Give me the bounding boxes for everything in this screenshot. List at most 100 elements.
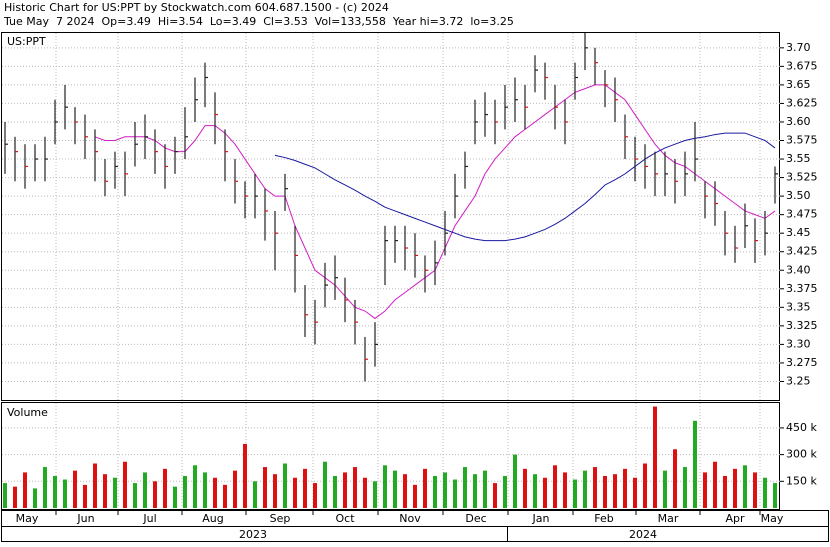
- volume-bar: [233, 470, 237, 508]
- month-label: Nov: [399, 512, 421, 525]
- y-tick-label: 3.50: [786, 189, 811, 202]
- month-label: Oct: [335, 512, 355, 525]
- volume-bar: [183, 475, 187, 508]
- month-label: Dec: [465, 512, 486, 525]
- volume-bar: [443, 472, 447, 508]
- volume-bar: [253, 481, 257, 508]
- y-tick-label: 3.25: [786, 374, 811, 387]
- volume-bar: [763, 477, 767, 508]
- volume-bar: [493, 483, 497, 508]
- y-tick-label: 3.275: [786, 356, 818, 369]
- volume-bar: [13, 486, 17, 508]
- volume-bar: [323, 461, 327, 508]
- volume-bar: [193, 465, 197, 508]
- price-panel: [1, 32, 780, 401]
- chart-title: Historic Chart for US:PPT by Stockwatch.…: [4, 1, 389, 14]
- volume-bar: [343, 472, 347, 508]
- volume-bar: [603, 475, 607, 508]
- volume-bar: [163, 468, 167, 508]
- volume-bar: [453, 479, 457, 508]
- volume-bar: [223, 484, 227, 508]
- volume-bar: [653, 406, 657, 508]
- volume-bar: [773, 483, 777, 508]
- volume-bar: [633, 477, 637, 508]
- volume-tick-label: 300 k: [786, 448, 817, 461]
- volume-bar: [663, 470, 667, 508]
- volume-bar: [333, 475, 337, 508]
- y-tick-label: 3.375: [786, 282, 818, 295]
- y-tick-label: 3.325: [786, 319, 818, 332]
- volume-tick-label: 150 k: [786, 474, 817, 487]
- volume-bar: [423, 468, 427, 508]
- volume-bar: [543, 477, 547, 508]
- volume-bar: [573, 479, 577, 508]
- volume-bar: [203, 472, 207, 508]
- volume-bar: [473, 474, 477, 508]
- volume-bar: [643, 463, 647, 508]
- volume-bar: [583, 470, 587, 508]
- volume-bar: [513, 454, 517, 508]
- volume-label: Volume: [7, 406, 48, 419]
- y-tick-label: 3.525: [786, 171, 818, 184]
- volume-bar: [753, 472, 757, 508]
- month-label: May: [16, 512, 39, 525]
- volume-bar: [363, 477, 367, 508]
- volume-bar: [43, 467, 47, 508]
- volume-bar: [483, 470, 487, 508]
- year-label: 2023: [239, 528, 267, 541]
- volume-bar: [353, 467, 357, 508]
- month-label: Jun: [76, 512, 94, 525]
- volume-bar: [83, 484, 87, 508]
- volume-bar: [503, 475, 507, 508]
- month-label: Apr: [725, 512, 745, 525]
- volume-bar: [103, 474, 107, 508]
- y-tick-label: 3.35: [786, 300, 811, 313]
- volume-bar: [673, 449, 677, 508]
- y-tick-label: 3.70: [786, 41, 811, 54]
- volume-bar: [413, 484, 417, 508]
- y-tick-label: 3.65: [786, 78, 811, 91]
- month-label: Feb: [594, 512, 613, 525]
- y-tick-label: 3.625: [786, 96, 818, 109]
- month-label: Jan: [532, 512, 550, 525]
- volume-bar: [393, 470, 397, 508]
- volume-bar: [33, 488, 37, 508]
- volume-bar: [403, 474, 407, 508]
- chart-subtitle: Tue May 7 2024 Op=3.49 Hi=3.54 Lo=3.49 C…: [3, 15, 514, 28]
- volume-bar: [523, 468, 527, 508]
- y-tick-label: 3.425: [786, 245, 818, 258]
- volume-bar: [113, 477, 117, 508]
- volume-bar: [263, 467, 267, 508]
- y-tick-label: 3.45: [786, 226, 811, 239]
- month-label: Aug: [202, 512, 223, 525]
- month-label: Mar: [658, 512, 679, 525]
- y-tick-label: 3.40: [786, 263, 811, 276]
- volume-tick-label: 450 k: [786, 421, 817, 434]
- volume-bar: [533, 474, 537, 508]
- y-tick-label: 3.475: [786, 208, 818, 221]
- volume-bar: [213, 477, 217, 508]
- volume-bar: [623, 468, 627, 508]
- volume-bar: [733, 468, 737, 508]
- volume-bar: [153, 481, 157, 508]
- volume-bar: [563, 472, 567, 508]
- price-label: US:PPT: [7, 35, 46, 48]
- y-tick-label: 3.30: [786, 337, 811, 350]
- volume-bar: [373, 481, 377, 508]
- volume-bar: [553, 465, 557, 508]
- moving-average: [274, 132, 776, 242]
- volume-bar: [313, 483, 317, 508]
- y-tick-label: 3.675: [786, 59, 818, 72]
- volume-bar: [713, 461, 717, 508]
- volume-bar: [93, 463, 97, 508]
- volume-bar: [133, 483, 137, 508]
- volume-bar: [743, 465, 747, 508]
- y-tick-label: 3.55: [786, 152, 811, 165]
- volume-bar: [63, 479, 67, 508]
- volume-bar: [593, 467, 597, 508]
- volume-panel: [1, 402, 780, 510]
- volume-bar: [693, 420, 697, 508]
- volume-bar: [463, 467, 467, 508]
- volume-bar: [293, 477, 297, 508]
